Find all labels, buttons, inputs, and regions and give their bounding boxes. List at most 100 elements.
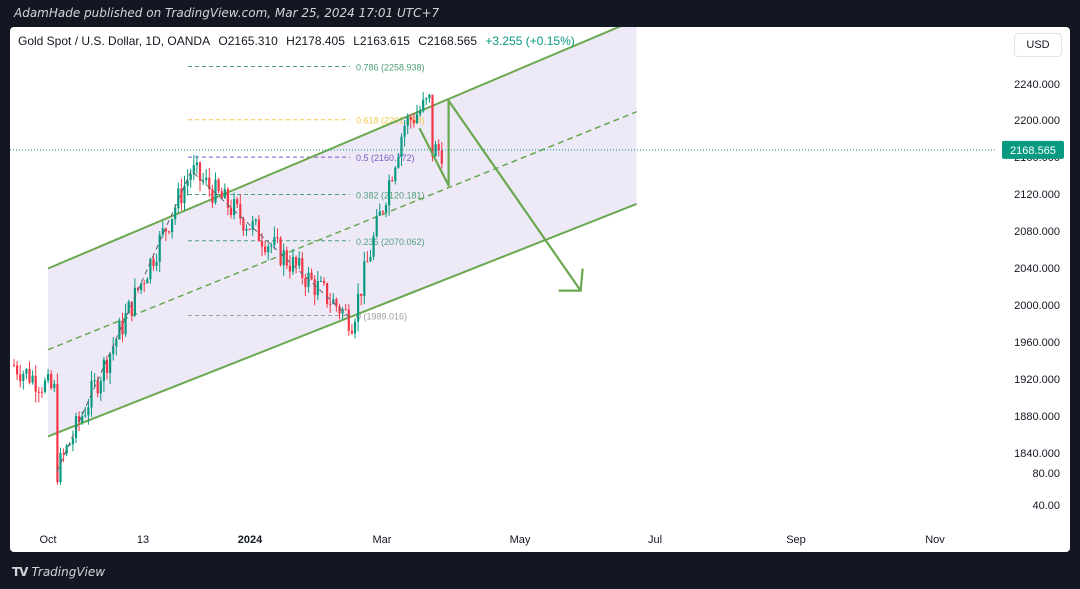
axes: 2240.0002200.0002160.0002120.0002080.000… bbox=[10, 79, 1064, 546]
candle-body bbox=[273, 237, 276, 246]
candle-body bbox=[412, 120, 415, 123]
symbol-legend: Gold Spot / U.S. Dollar, 1D, OANDA O2165… bbox=[18, 34, 580, 48]
candle-body bbox=[226, 189, 229, 208]
brand-name: TradingView bbox=[31, 565, 106, 579]
candles bbox=[12, 92, 443, 485]
candle-body bbox=[62, 452, 65, 454]
channel-lower-line bbox=[47, 202, 637, 438]
candle-body bbox=[378, 211, 381, 216]
candle-body bbox=[391, 180, 394, 182]
candle-body bbox=[211, 189, 214, 203]
candle-body bbox=[264, 246, 267, 253]
candle-body bbox=[223, 189, 226, 199]
candle-body bbox=[409, 117, 412, 121]
candle-body bbox=[440, 150, 443, 164]
fib-level-label: 0.618 (2201.258) bbox=[356, 116, 425, 126]
y-tick-label: 80.00 bbox=[1032, 468, 1060, 480]
candle-body bbox=[167, 231, 171, 233]
y-tick-label: 1880.000 bbox=[1014, 411, 1060, 423]
candle-body bbox=[239, 204, 242, 219]
candle-body bbox=[245, 228, 248, 231]
candle-body bbox=[146, 279, 149, 284]
candle-body bbox=[357, 293, 360, 322]
candle-body bbox=[381, 211, 384, 213]
symbol-name: Gold Spot / U.S. Dollar, 1D, OANDA bbox=[18, 34, 211, 48]
candle-body bbox=[301, 258, 304, 279]
footer-brand: TV TradingView bbox=[12, 565, 105, 579]
candle-body bbox=[316, 281, 319, 296]
candle-body bbox=[143, 283, 146, 285]
candle-body bbox=[127, 301, 130, 314]
candle-body bbox=[109, 354, 112, 374]
candle-body bbox=[68, 444, 71, 446]
candle-body bbox=[384, 205, 388, 212]
candle-body bbox=[260, 241, 264, 247]
candle-body bbox=[183, 185, 186, 204]
candle-body bbox=[96, 380, 99, 394]
candle-body bbox=[375, 215, 378, 237]
candle-body bbox=[31, 375, 34, 383]
fib-level-label: 0 (1989.016) bbox=[356, 312, 407, 322]
high-value: H2178.405 bbox=[286, 34, 345, 48]
candle-body bbox=[118, 320, 121, 340]
fibonacci-retracement: 0.786 (2258.938) 0.618 (2201.258) 0.5 (216… bbox=[188, 63, 425, 322]
candle-body bbox=[304, 278, 307, 288]
candle-body bbox=[353, 321, 357, 334]
candle-body bbox=[282, 250, 285, 266]
candle-body bbox=[50, 373, 53, 389]
candle-body bbox=[233, 199, 236, 215]
currency-button[interactable]: USD bbox=[1014, 33, 1062, 57]
candle-body bbox=[437, 144, 440, 151]
candle-body bbox=[124, 313, 127, 335]
candle-body bbox=[217, 179, 220, 192]
candle-body bbox=[372, 236, 375, 257]
projection-arrowhead bbox=[558, 268, 584, 292]
y-tick-label: 1960.000 bbox=[1014, 337, 1060, 349]
candle-body bbox=[177, 188, 180, 209]
low-value: L2163.615 bbox=[353, 34, 410, 48]
chart-frame[interactable]: 0.786 (2258.938) 0.618 (2201.258) 0.5 (216… bbox=[10, 27, 1070, 552]
candle-body bbox=[338, 306, 341, 314]
candle-body bbox=[329, 303, 332, 305]
candle-body bbox=[174, 208, 177, 219]
candle-body bbox=[298, 258, 301, 266]
candle-body bbox=[164, 228, 167, 232]
candle-body bbox=[425, 98, 428, 100]
candle-body bbox=[192, 165, 195, 175]
x-tick-label: Sep bbox=[786, 534, 806, 546]
candle-body bbox=[171, 218, 174, 233]
candle-body bbox=[149, 258, 152, 280]
candle-body bbox=[220, 191, 223, 199]
candle-body bbox=[158, 234, 161, 262]
candle-body bbox=[322, 280, 326, 284]
channel-fill bbox=[48, 27, 637, 437]
fib-level-label: 0.382 (2120.181) bbox=[356, 191, 425, 201]
candle-body bbox=[115, 339, 118, 347]
candle-body bbox=[81, 416, 84, 422]
candle-body bbox=[360, 293, 363, 296]
candle-body bbox=[195, 162, 198, 166]
y-tick-label: 2200.000 bbox=[1014, 115, 1060, 127]
candle-body bbox=[332, 299, 335, 304]
change-value: +3.255 (+0.15%) bbox=[485, 34, 575, 48]
candle-body bbox=[99, 381, 102, 394]
fib-level-label: 0.236 (2070.062) bbox=[356, 237, 425, 247]
candle-body bbox=[22, 373, 25, 382]
x-tick-label: Mar bbox=[373, 534, 392, 546]
candle-body bbox=[285, 250, 288, 266]
candle-body bbox=[74, 416, 78, 439]
candle-body bbox=[257, 219, 260, 242]
candle-body bbox=[288, 265, 291, 272]
candle-body bbox=[254, 219, 257, 222]
price-chart[interactable]: 0.786 (2258.938) 0.618 (2201.258) 0.5 (216… bbox=[10, 27, 1070, 552]
candle-body bbox=[251, 221, 254, 230]
candle-body bbox=[291, 257, 295, 272]
candle-body bbox=[397, 156, 400, 168]
candle-body bbox=[65, 445, 68, 454]
candle-body bbox=[406, 117, 409, 126]
candle-body bbox=[87, 407, 90, 416]
candle-body bbox=[279, 238, 282, 266]
candle-body bbox=[350, 330, 353, 334]
last-price-label: 2168.565 bbox=[1010, 145, 1056, 157]
candle-body bbox=[202, 180, 205, 182]
